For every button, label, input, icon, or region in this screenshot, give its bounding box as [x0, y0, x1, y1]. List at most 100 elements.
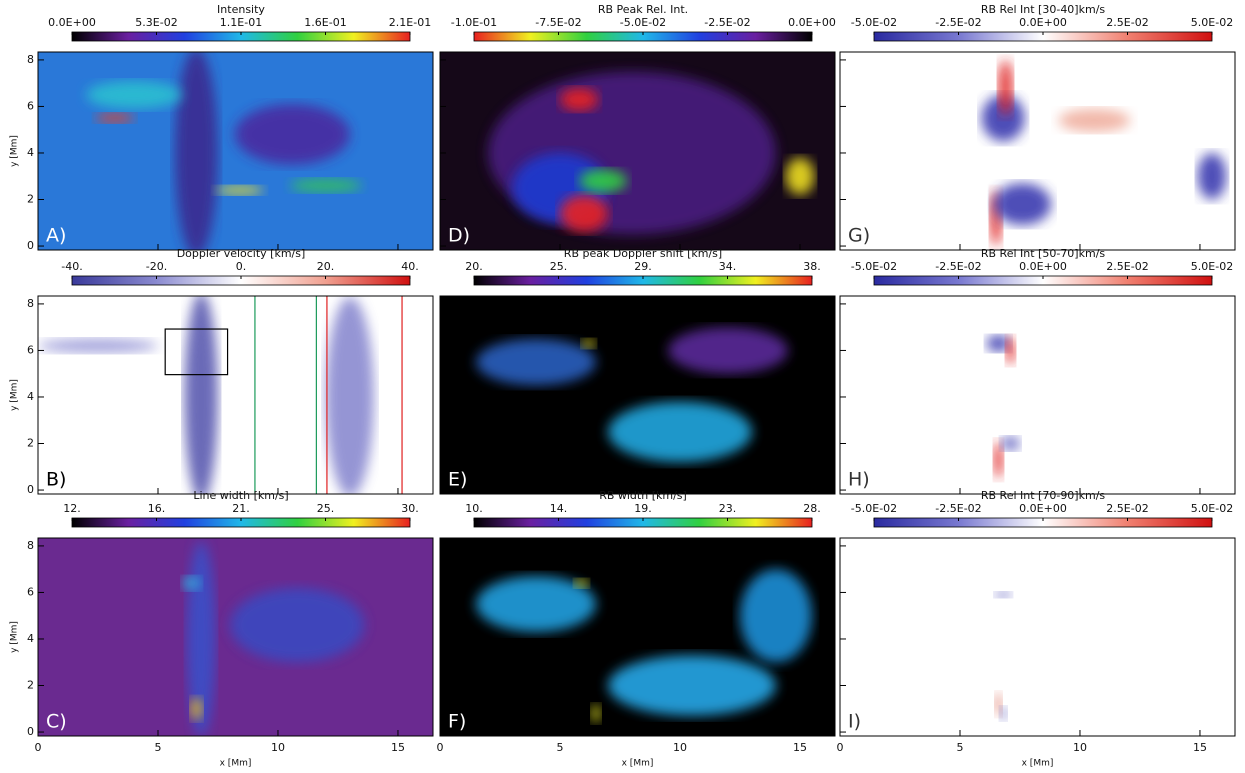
colorbar-tick-label: 0.0E+00: [788, 16, 836, 29]
y-tick-label: 0: [27, 483, 34, 496]
colorbar-tick-label: 0.0E+00: [1019, 502, 1067, 515]
panel-image: [440, 52, 835, 250]
colorbar-tick-label: 0.0E+00: [1019, 260, 1067, 273]
colorbar-tick-label: 1.6E-01: [304, 16, 346, 29]
panel-label: I): [848, 711, 861, 733]
x-tick-label: 0: [35, 741, 42, 754]
colorbar-tick-label: 25.: [550, 260, 568, 273]
x-axis-label: x [Mm]: [1022, 759, 1054, 769]
panel-image: [38, 538, 433, 736]
image-feature: [579, 169, 628, 193]
colorbar-tick-label: -7.5E-02: [535, 16, 581, 29]
image-feature: [1197, 152, 1227, 200]
panel-image: [38, 52, 433, 250]
y-tick-label: 0: [27, 725, 34, 738]
x-tick-label: 0: [437, 741, 444, 754]
image-feature: [234, 104, 350, 165]
image-feature: [559, 87, 599, 112]
image-feature: [475, 338, 596, 386]
image-feature: [581, 338, 596, 349]
panel-image: [440, 538, 835, 736]
image-feature: [215, 185, 264, 195]
colorbar-tick-label: -1.0E-01: [451, 16, 497, 29]
image-feature: [574, 578, 589, 588]
colorbar-tick-label: 2.5E-02: [1106, 260, 1148, 273]
y-tick-label: 4: [27, 146, 34, 159]
image-feature: [993, 183, 1052, 226]
image-feature: [607, 401, 752, 463]
y-tick-label: 6: [27, 585, 34, 598]
y-tick-label: 8: [27, 297, 34, 310]
colorbar-title: Doppler velocity [km/s]: [177, 247, 306, 260]
colorbar-tick-label: -40.: [61, 260, 82, 273]
colorbar-tick-label: 0.0E+00: [48, 16, 96, 29]
panel-frame: [439, 51, 836, 251]
colorbar-title: RB peak Doppler shift [km/s]: [564, 247, 722, 260]
x-tick-label: 5: [556, 741, 563, 754]
panel-image: [38, 296, 433, 494]
colorbar-title: RB width [km/s]: [599, 489, 687, 502]
colorbar-tick-label: 38.: [803, 260, 821, 273]
colorbar-tick-label: -2.5E-02: [935, 502, 981, 515]
y-axis-label: y [Mm]: [10, 135, 20, 167]
panel-image: [440, 296, 835, 494]
panel-frame: [37, 51, 434, 251]
panel-label: G): [848, 225, 870, 247]
panel-frame: [37, 295, 434, 495]
x-tick-label: 10: [271, 741, 285, 754]
y-tick-label: 8: [27, 53, 34, 66]
image-feature: [981, 94, 1025, 142]
image-feature: [994, 591, 1012, 598]
colorbar-tick-label: 5.3E-02: [135, 16, 177, 29]
panel-image: [840, 296, 1235, 494]
panel-label: B): [46, 469, 66, 491]
colorbar-tick-label: -5.0E-02: [851, 502, 897, 515]
panel-background: [38, 52, 433, 250]
colorbar-tick-label: 23.: [719, 502, 737, 515]
x-tick-label: 15: [1193, 741, 1207, 754]
colorbar-tick-label: 19.: [634, 502, 652, 515]
panel-image: [840, 538, 1235, 736]
image-feature: [184, 296, 218, 494]
y-tick-label: 4: [27, 390, 34, 403]
x-tick-label: 10: [673, 741, 687, 754]
x-tick-label: 10: [1073, 741, 1087, 754]
y-tick-label: 6: [27, 343, 34, 356]
colorbar-tick-label: 2.5E-02: [1106, 16, 1148, 29]
x-tick-label: 15: [793, 741, 807, 754]
y-tick-label: 8: [27, 539, 34, 552]
colorbar-tick-label: 10.: [465, 502, 483, 515]
colorbar-tick-label: 20.: [465, 260, 483, 273]
colorbar-tick-label: 34.: [719, 260, 737, 273]
x-tick-label: 5: [956, 741, 963, 754]
colorbar-tick-label: 21.: [232, 502, 250, 515]
y-tick-label: 0: [27, 239, 34, 252]
colorbar-tick-label: 28.: [803, 502, 821, 515]
image-feature: [999, 706, 1007, 721]
colorbar-tick-label: 5.0E-02: [1191, 260, 1233, 273]
colorbar-title: RB Rel Int [30-40]km/s: [981, 3, 1106, 16]
panel-background: [840, 538, 1235, 736]
panel-label: H): [848, 469, 870, 491]
colorbar-tick-label: -2.5E-02: [935, 16, 981, 29]
image-feature: [667, 327, 788, 374]
colorbar-title: RB Rel Int [50-70]km/s: [981, 247, 1106, 260]
panel-frame: [439, 537, 836, 737]
colorbar-tick-label: 16.: [148, 502, 166, 515]
colorbar-tick-label: 5.0E-02: [1191, 16, 1233, 29]
image-feature: [85, 80, 182, 109]
image-feature: [1000, 436, 1020, 451]
colorbar-tick-label: 2.5E-02: [1106, 502, 1148, 515]
image-feature: [95, 113, 134, 123]
colorbar-title: RB Rel Int [70-90]km/s: [981, 489, 1106, 502]
panel-frame: [839, 295, 1236, 495]
image-feature: [174, 52, 218, 250]
image-feature: [785, 157, 815, 195]
colorbar-tick-label: 30.: [401, 502, 419, 515]
image-feature: [993, 441, 1004, 479]
image-feature: [181, 576, 202, 591]
y-tick-label: 4: [27, 632, 34, 645]
y-tick-label: 2: [27, 437, 34, 450]
y-tick-label: 2: [27, 193, 34, 206]
